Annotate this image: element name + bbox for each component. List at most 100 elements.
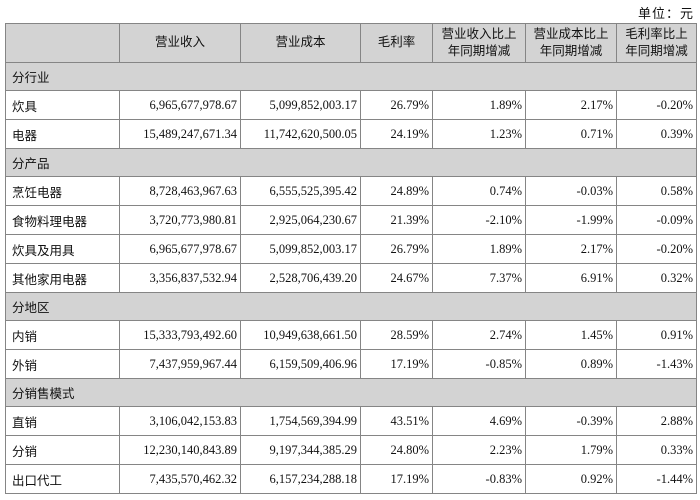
table-row: 分销 12,230,140,843.89 9,197,344,385.29 24.80… [5,435,697,465]
margin-yoy-cell: 0.33% [616,435,697,465]
cost-yoy-cell: 0.71% [525,119,617,149]
cost-cell: 6,157,234,288.18 [240,464,361,494]
cost-yoy-cell: 1.45% [525,320,617,350]
row-label-cell: 烹饪电器 [5,176,120,206]
gross-margin-cell: 28.59% [360,320,433,350]
row-label-cell: 分销 [5,435,120,465]
revenue-cell: 6,965,677,978.67 [119,234,241,264]
cost-cell: 10,949,638,661.50 [240,320,361,350]
revenue-cell: 8,728,463,967.63 [119,176,241,206]
cost-cell: 6,159,509,406.96 [240,349,361,379]
section-label-cell: 分地区 [5,292,697,321]
table-row: 食物料理电器 3,720,773,980.81 2,925,064,230.67 21… [5,205,697,235]
header-row: 营业收入 营业成本 毛利率 营业收入比上年同期增减 营业成本比上年同期增减 毛利… [5,23,697,63]
cost-yoy-cell: 0.89% [525,349,617,379]
column-header-gross-margin: 毛利率 [360,23,433,63]
revenue-cell: 7,435,570,462.32 [119,464,241,494]
revenue-cell: 3,720,773,980.81 [119,205,241,235]
cost-yoy-cell: 2.17% [525,90,617,120]
margin-yoy-cell: -0.09% [616,205,697,235]
margin-yoy-cell: -1.43% [616,349,697,379]
cost-cell: 5,099,852,003.17 [240,234,361,264]
cost-yoy-cell: -1.99% [525,205,617,235]
revenue-cell: 3,356,837,532.94 [119,263,241,293]
cost-yoy-cell: 1.79% [525,435,617,465]
cost-yoy-cell: -0.39% [525,406,617,436]
column-header-revenue: 营业收入 [119,23,241,63]
table-row: 其他家用电器 3,356,837,532.94 2,528,706,439.20 24… [5,263,697,293]
row-label-cell: 其他家用电器 [5,263,120,293]
cost-cell: 1,754,569,394.99 [240,406,361,436]
margin-yoy-cell: 0.58% [616,176,697,206]
gross-margin-cell: 26.79% [360,234,433,264]
cost-yoy-cell: 2.17% [525,234,617,264]
revenue-cell: 15,333,793,492.60 [119,320,241,350]
column-header-category [5,23,120,63]
revenue-yoy-cell: 1.89% [432,90,526,120]
section-row: 分地区 [5,292,697,321]
revenue-yoy-cell: 2.23% [432,435,526,465]
column-header-cost-yoy: 营业成本比上年同期增减 [525,23,617,63]
section-row: 分销售模式 [5,378,697,407]
cost-cell: 5,099,852,003.17 [240,90,361,120]
revenue-cell: 6,965,677,978.67 [119,90,241,120]
table-row: 外销 7,437,959,967.44 6,159,509,406.96 17.19%… [5,349,697,379]
column-header-margin-yoy: 毛利率比上年同期增减 [616,23,697,63]
margin-yoy-cell: -0.20% [616,234,697,264]
column-header-revenue-yoy: 营业收入比上年同期增减 [432,23,526,63]
margin-yoy-cell: -0.20% [616,90,697,120]
section-label-cell: 分行业 [5,62,697,91]
row-label-cell: 内销 [5,320,120,350]
revenue-yoy-cell: -0.85% [432,349,526,379]
financial-breakdown-table: 营业收入 营业成本 毛利率 营业收入比上年同期增减 营业成本比上年同期增减 毛利… [5,23,697,494]
gross-margin-cell: 17.19% [360,464,433,494]
gross-margin-cell: 21.39% [360,205,433,235]
cost-cell: 6,555,525,395.42 [240,176,361,206]
row-label-cell: 炊具 [5,90,120,120]
section-row: 分产品 [5,148,697,177]
revenue-yoy-cell: 4.69% [432,406,526,436]
row-label-cell: 外销 [5,349,120,379]
margin-yoy-cell: 0.32% [616,263,697,293]
revenue-yoy-cell: 1.23% [432,119,526,149]
gross-margin-cell: 26.79% [360,90,433,120]
revenue-cell: 15,489,247,671.34 [119,119,241,149]
revenue-yoy-cell: 0.74% [432,176,526,206]
margin-yoy-cell: -1.44% [616,464,697,494]
gross-margin-cell: 17.19% [360,349,433,379]
table-row: 烹饪电器 8,728,463,967.63 6,555,525,395.42 24.8… [5,176,697,206]
table-row: 炊具 6,965,677,978.67 5,099,852,003.17 26.79%… [5,90,697,120]
revenue-cell: 3,106,042,153.83 [119,406,241,436]
cost-cell: 9,197,344,385.29 [240,435,361,465]
table-body: 分行业 炊具 6,965,677,978.67 5,099,852,003.17 26.… [5,62,697,494]
table-row: 出口代工 7,435,570,462.32 6,157,234,288.18 17.1… [5,464,697,494]
revenue-cell: 7,437,959,967.44 [119,349,241,379]
column-header-cost: 营业成本 [240,23,361,63]
section-label-cell: 分产品 [5,148,697,177]
margin-yoy-cell: 0.91% [616,320,697,350]
cost-yoy-cell: 6.91% [525,263,617,293]
revenue-cell: 12,230,140,843.89 [119,435,241,465]
row-label-cell: 食物料理电器 [5,205,120,235]
table-row: 炊具及用具 6,965,677,978.67 5,099,852,003.17 26.… [5,234,697,264]
gross-margin-cell: 24.19% [360,119,433,149]
row-label-cell: 直销 [5,406,120,436]
gross-margin-cell: 24.89% [360,176,433,206]
table-row: 直销 3,106,042,153.83 1,754,569,394.99 43.51%… [5,406,697,436]
section-row: 分行业 [5,62,697,91]
gross-margin-cell: 24.80% [360,435,433,465]
cost-yoy-cell: 0.92% [525,464,617,494]
table-row: 电器 15,489,247,671.34 11,742,620,500.05 24.1… [5,119,697,149]
margin-yoy-cell: 0.39% [616,119,697,149]
gross-margin-cell: 24.67% [360,263,433,293]
row-label-cell: 出口代工 [5,464,120,494]
gross-margin-cell: 43.51% [360,406,433,436]
table-row: 内销 15,333,793,492.60 10,949,638,661.50 28.5… [5,320,697,350]
revenue-yoy-cell: -0.83% [432,464,526,494]
cost-cell: 2,925,064,230.67 [240,205,361,235]
revenue-yoy-cell: -2.10% [432,205,526,235]
row-label-cell: 炊具及用具 [5,234,120,264]
revenue-yoy-cell: 7.37% [432,263,526,293]
cost-cell: 2,528,706,439.20 [240,263,361,293]
